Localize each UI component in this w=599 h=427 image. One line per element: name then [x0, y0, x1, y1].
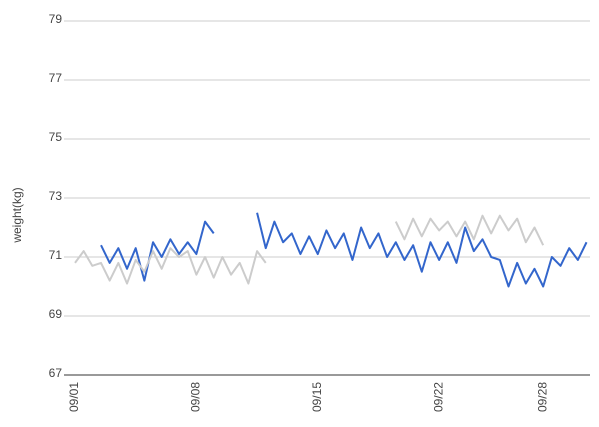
y-axis-label: weight(kg): [10, 187, 24, 243]
x-tick-label: 09/08: [189, 382, 203, 412]
series-line: [100, 212, 588, 288]
y-tick-label: 69: [49, 307, 63, 321]
y-tick-label: 67: [49, 366, 63, 380]
x-tick-label: 09/15: [310, 382, 324, 412]
y-tick-label: 71: [49, 248, 63, 262]
y-tick-label: 77: [49, 71, 63, 85]
y-tick-label: 79: [49, 12, 63, 26]
y-tick-label: 75: [49, 130, 63, 144]
y-tick-label: 73: [49, 189, 63, 203]
x-tick-label: 09/22: [431, 382, 445, 412]
series-line: [74, 214, 545, 285]
x-tick-label: 09/01: [67, 382, 81, 412]
x-tick-label: 09/28: [535, 382, 549, 412]
